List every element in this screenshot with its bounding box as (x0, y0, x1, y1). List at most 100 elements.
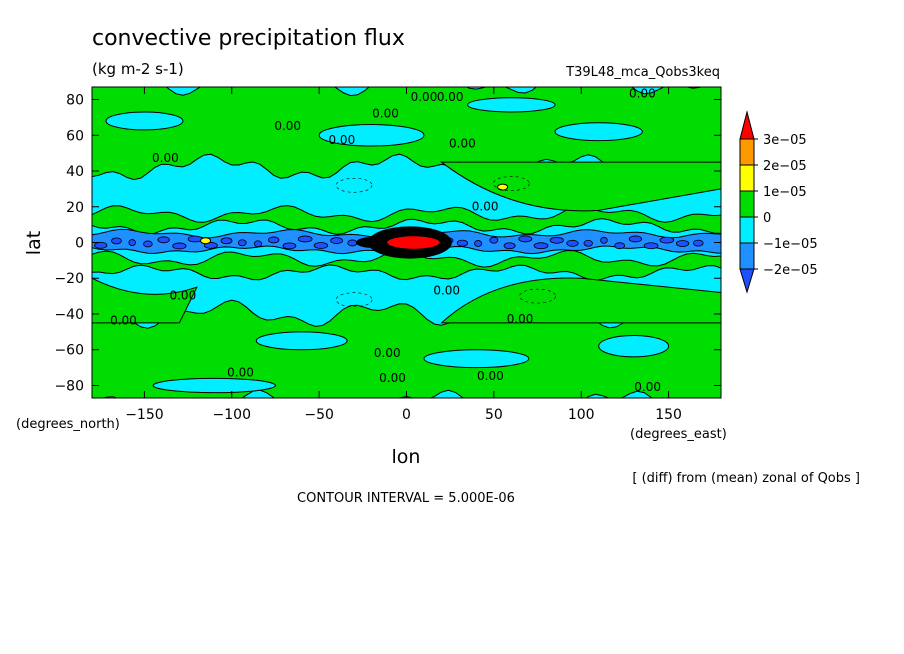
colorbar-segment (739, 216, 755, 244)
x-tick-label: 100 (568, 407, 595, 423)
contour-label: 0.00 (169, 289, 196, 303)
blue-cell (143, 240, 153, 248)
blue-cell (297, 235, 313, 243)
y-axis: −80 −60 −40 −20 0 20 40 60 80 (54, 93, 721, 394)
colorbar-segment (739, 164, 755, 192)
blue-cell (659, 236, 675, 244)
dashed-contour (493, 176, 530, 191)
contour-label: 0.00 (437, 90, 464, 104)
y-tick-label: 0 (75, 236, 84, 252)
contour-label: 0.00 (507, 312, 534, 326)
y-tick-label: 60 (66, 128, 84, 144)
blue-cell (268, 236, 280, 244)
contour-label: 0.00 (449, 137, 476, 151)
cyan-patch (105, 111, 184, 131)
south-polar-region (92, 299, 721, 398)
dashed-contour (519, 288, 556, 304)
blue-cell (330, 237, 343, 244)
chart-title: convective precipitation flux (92, 26, 405, 51)
colorbar-label: 3e−05 (763, 133, 807, 148)
cyan-patch (318, 124, 425, 147)
colorbar-segment (739, 190, 755, 218)
blue-cell (566, 239, 579, 247)
y-units-label: (degrees_north) (16, 417, 120, 432)
cyan-patch (554, 122, 643, 142)
colorbar-segment (739, 242, 755, 270)
yellow-spot-west (200, 237, 212, 245)
y-tick-label: 20 (66, 200, 84, 216)
blue-cell (172, 242, 187, 250)
blue-cell (614, 242, 626, 250)
blue-cell (313, 242, 329, 249)
blue-cell (583, 239, 593, 247)
blue-cell (94, 241, 108, 249)
run-label: T39L48_mca_Qobs3keq (565, 65, 720, 80)
dashed-contour (335, 292, 373, 307)
blue-cell (549, 236, 564, 244)
contour-label: 0.00 (379, 371, 406, 385)
blue-cell (533, 242, 549, 250)
x-tick-label: 150 (655, 407, 682, 423)
max-core (387, 236, 440, 249)
y-axis-title: lat (23, 231, 45, 255)
contour-label: 0.00 (328, 133, 355, 147)
blue-cell (347, 239, 358, 247)
blue-cell (128, 239, 136, 246)
contour-label: 0.00 (477, 369, 504, 383)
x-units-label: (degrees_east) (630, 427, 727, 442)
cyan-patch (152, 377, 276, 394)
colorbar: 3e−05 2e−05 1e−05 0 −1e−05 −2e−05 (739, 110, 818, 294)
contour-interval-label: CONTOUR INTERVAL = 5.000E-06 (297, 491, 515, 506)
south-tropical-fringe (92, 249, 721, 281)
contour-label: 0.00 (110, 314, 137, 328)
dashed-contour (335, 178, 373, 193)
diff-note: [ (diff) from (mean) zonal of Qobs ] (632, 471, 860, 486)
yellow-spot (497, 183, 509, 191)
contour-label: 0.00 (433, 283, 460, 297)
blue-cell (643, 242, 659, 250)
blue-cell (282, 242, 297, 250)
blue-cell (489, 236, 499, 244)
x-tick-label: 50 (485, 407, 503, 423)
units-label: (kg m-2 s-1) (92, 60, 184, 78)
blue-cell (675, 240, 690, 247)
y-tick-label: 40 (66, 164, 84, 180)
colorbar-label: 2e−05 (763, 159, 807, 174)
contour-label: 0.00 (629, 87, 656, 101)
contour-label: 0.00 (227, 365, 254, 379)
blue-cell (628, 235, 643, 243)
blue-cell (474, 240, 483, 247)
colorbar-segment (739, 138, 755, 166)
x-tick-label: −150 (125, 407, 163, 423)
contour-label: 0.00 (274, 119, 301, 133)
colorbar-label: −1e−05 (763, 237, 818, 252)
contour-label: 0.00 (372, 106, 399, 120)
colorbar-label: 1e−05 (763, 185, 807, 200)
cyan-patch (255, 331, 348, 351)
blue-cell (518, 235, 533, 243)
x-axis-title: lon (392, 446, 421, 468)
max-contours-west (355, 237, 388, 248)
y-tick-label: 80 (66, 93, 84, 109)
blue-cell (253, 240, 263, 248)
cyan-patch (423, 349, 530, 369)
colorbar-label: 0 (763, 211, 771, 226)
blue-cell (220, 237, 233, 245)
x-tick-label: −100 (213, 407, 251, 423)
north-pacific-tongue (439, 161, 721, 212)
x-tick-label: 0 (402, 407, 411, 423)
blue-cell (692, 239, 704, 247)
y-tick-label: −80 (54, 378, 84, 394)
contour-label: 0.00 (152, 151, 179, 165)
y-tick-label: −20 (54, 271, 84, 287)
contour-field: 0.00 0.00 0.00 0.00 0.00 0.00 0.00 0.00 0.00 0.00… (92, 87, 721, 398)
cyan-patch (598, 334, 670, 358)
blue-cell (503, 242, 516, 250)
blue-cell (600, 236, 608, 244)
blue-cell (187, 235, 203, 243)
cyan-patch (467, 97, 556, 113)
colorbar-label: −2e−05 (763, 263, 818, 278)
colorbar-bottom-arrow (739, 268, 755, 294)
colorbar-top-arrow (739, 110, 755, 140)
